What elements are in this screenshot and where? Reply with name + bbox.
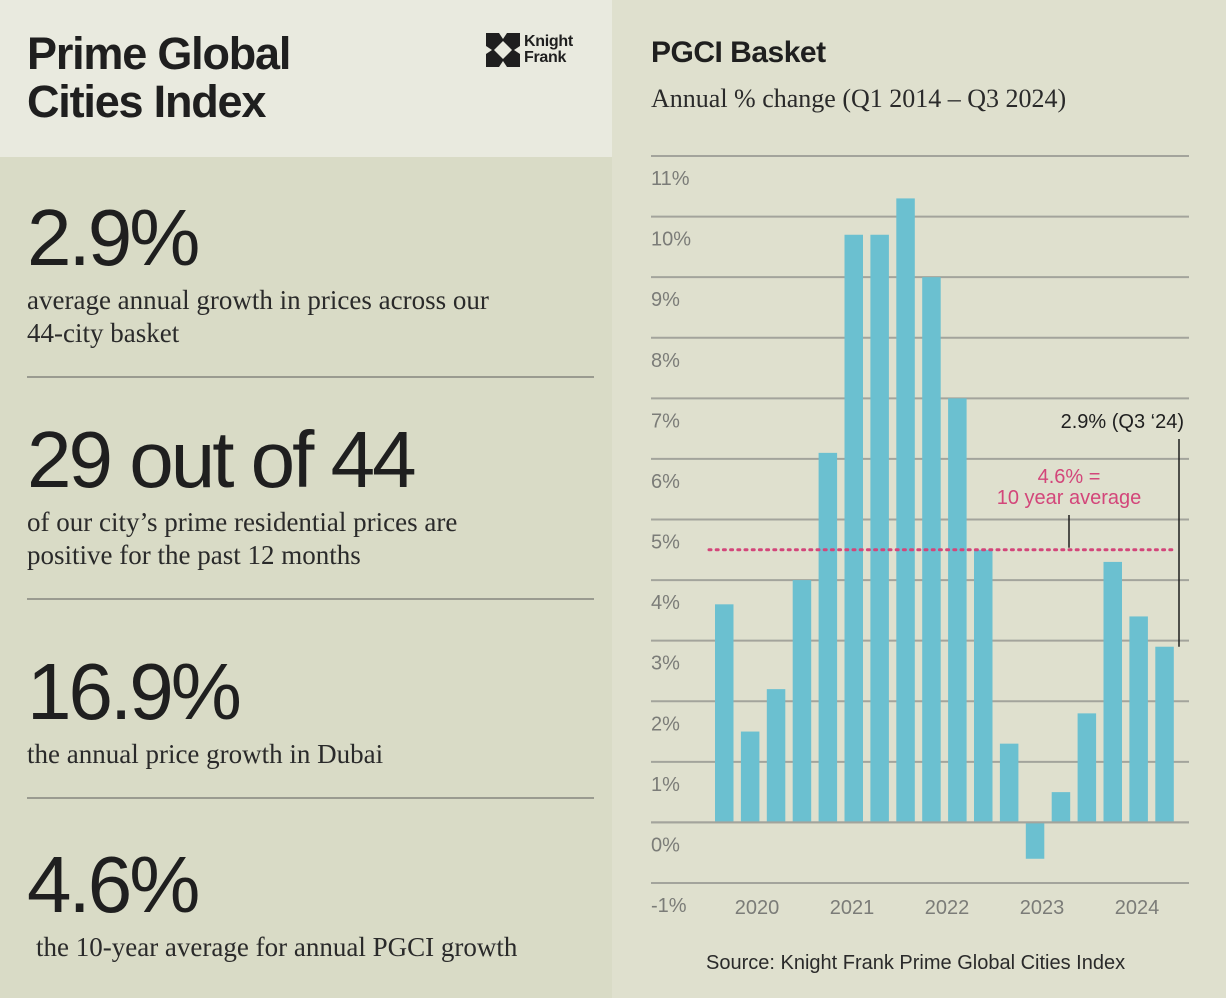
logo-text: Knight Frank (524, 34, 573, 66)
y-tick-label: 9% (651, 289, 680, 311)
bar-q4-2021 (870, 234, 889, 823)
y-tick-label: 8% (651, 350, 680, 372)
annotation-label: 2.9% (Q3 ‘24) (1061, 411, 1184, 433)
x-tick-label: 2023 (1020, 897, 1065, 919)
y-tick-label: 1% (651, 774, 680, 796)
bar-q3-2021 (844, 234, 863, 823)
average-label-line-1: 4.6% = (1038, 466, 1101, 488)
bar-q1-2021 (792, 580, 812, 823)
bar-q4-2020 (766, 689, 786, 823)
bar-q1-2023 (999, 743, 1019, 823)
source-note: Source: Knight Frank Prime Global Cities… (706, 952, 1126, 974)
x-tick-label: 2021 (830, 897, 875, 919)
bar-q2-2021 (818, 452, 838, 823)
x-tick-label: 2022 (925, 897, 970, 919)
bar-q2-2023 (1025, 822, 1045, 859)
stat-positive-cities: 29 out of 44 of our city’s prime residen… (27, 420, 597, 572)
stat-description: the 10-year average for annual PGCI grow… (36, 931, 597, 964)
bar-q3-2020 (740, 731, 760, 823)
stat-average-growth: 2.9% average annual growth in prices acr… (27, 198, 597, 350)
divider (27, 376, 594, 378)
divider (27, 598, 594, 600)
divider (27, 797, 594, 799)
chart-title: PGCI Basket (651, 36, 826, 69)
stat-description: the annual price growth in Dubai (27, 738, 597, 771)
title-line-2: Cities Index (27, 76, 266, 127)
bar-q2-2020 (715, 604, 734, 823)
stat-description: of our city’s prime residential prices a… (27, 506, 597, 572)
knight-frank-logo-icon (486, 33, 520, 67)
y-tick-label: 11% (651, 168, 690, 190)
x-tick-label: 2020 (735, 897, 780, 919)
stat-description-line: of our city’s prime residential prices a… (27, 507, 458, 537)
logo-line-2: Frank (524, 49, 567, 66)
chart-subtitle: Annual % change (Q1 2014 – Q3 2024) (651, 84, 1067, 113)
header: Prime Global Cities Index Knight Frank (0, 0, 612, 157)
stat-value: 2.9% (27, 193, 200, 282)
bar-q2-2024 (1129, 616, 1148, 823)
x-tick-label: 2024 (1115, 897, 1160, 919)
left-panel: Prime Global Cities Index Knight Frank 2… (0, 0, 612, 998)
y-tick-label: 0% (651, 834, 680, 856)
bar-q3-2024 (1155, 646, 1174, 823)
y-tick-label: 3% (651, 653, 680, 675)
bar-q1-2024 (1103, 561, 1122, 823)
stat-description: average annual growth in prices across o… (27, 284, 597, 350)
bar-q3-2023 (1051, 792, 1071, 823)
stat-description-line: the annual price growth in Dubai (27, 739, 384, 769)
y-tick-label: 2% (651, 713, 680, 735)
stat-dubai-growth: 16.9% the annual price growth in Dubai (27, 652, 597, 771)
y-tick-label: -1% (651, 895, 687, 917)
stat-value: 4.6% (27, 840, 200, 929)
page-title: Prime Global Cities Index (27, 30, 407, 126)
average-label-line-2: 10 year average (997, 487, 1142, 509)
y-tick-label: 5% (651, 532, 680, 554)
y-tick-label: 7% (651, 410, 680, 432)
logo-line-1: Knight (524, 33, 573, 50)
y-tick-label: 6% (651, 471, 680, 493)
stat-description-line: the 10-year average for annual PGCI grow… (36, 932, 518, 962)
bar-q4-2023 (1077, 713, 1097, 823)
stat-value: 16.9% (27, 647, 242, 736)
stat-description-line: 44-city basket (27, 318, 180, 348)
y-tick-label: 10% (651, 229, 691, 251)
bar-q1-2022 (896, 198, 915, 823)
stat-description-line: average annual growth in prices across o… (27, 285, 489, 315)
stat-value: 29 out of 44 (27, 415, 417, 504)
bar-q3-2022 (948, 398, 967, 823)
title-line-1: Prime Global (27, 28, 291, 79)
bar-q4-2022 (974, 549, 993, 823)
stat-ten-year-average: 4.6% the 10-year average for annual PGCI… (27, 845, 597, 964)
knight-frank-logo: Knight Frank (486, 33, 573, 67)
y-tick-label: 4% (651, 592, 680, 614)
stat-description-line: positive for the past 12 months (27, 540, 361, 570)
